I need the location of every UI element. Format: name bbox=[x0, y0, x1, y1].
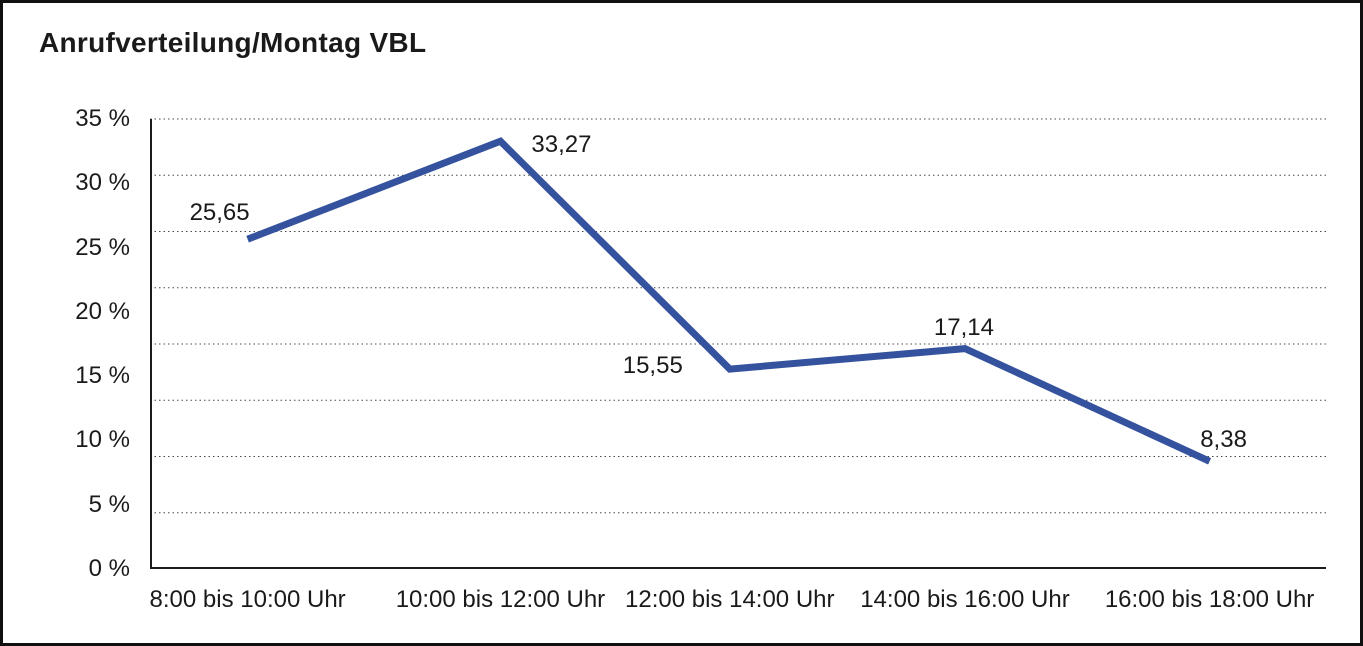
y-tick-label: 5 % bbox=[88, 490, 130, 518]
y-tick-label: 30 % bbox=[75, 169, 130, 197]
y-tick-label: 0 % bbox=[88, 555, 130, 582]
data-label: 15,55 bbox=[622, 352, 683, 380]
x-category-label: 8:00 bis 10:00 Uhr bbox=[149, 586, 346, 613]
y-tick-label: 25 % bbox=[75, 233, 130, 261]
x-axis-labels: 8:00 bis 10:00 Uhr 10:00 bis 12:00 Uhr 12:… bbox=[150, 586, 1326, 616]
data-line bbox=[246, 137, 1212, 465]
y-tick-label: 20 % bbox=[75, 297, 130, 325]
y-tick-label: 15 % bbox=[75, 362, 130, 390]
x-category-label: 10:00 bis 12:00 Uhr bbox=[395, 586, 606, 613]
x-category-label: 16:00 bis 18:00 Uhr bbox=[1104, 586, 1315, 613]
data-label: 33,27 bbox=[531, 131, 592, 159]
y-axis-labels: 35 % 30 % 25 % 20 % 15 % 10 % 5 % 0 % bbox=[3, 105, 130, 582]
y-tick-label: 10 % bbox=[75, 426, 130, 454]
y-tick-label: 35 % bbox=[75, 105, 130, 132]
line-chart-svg bbox=[150, 118, 1326, 569]
data-label: 8,38 bbox=[1200, 426, 1247, 454]
x-category-label: 14:00 bis 16:00 Uhr bbox=[860, 586, 1070, 613]
chart-title: Anrufverteilung/Montag VBL bbox=[39, 27, 427, 58]
x-category-label: 12:00 bis 14:00 Uhr bbox=[625, 586, 835, 613]
data-label: 17,14 bbox=[933, 313, 994, 341]
data-label: 25,65 bbox=[189, 199, 250, 227]
plot-area: 25,65 33,27 15,55 17,14 8,38 bbox=[150, 118, 1326, 569]
